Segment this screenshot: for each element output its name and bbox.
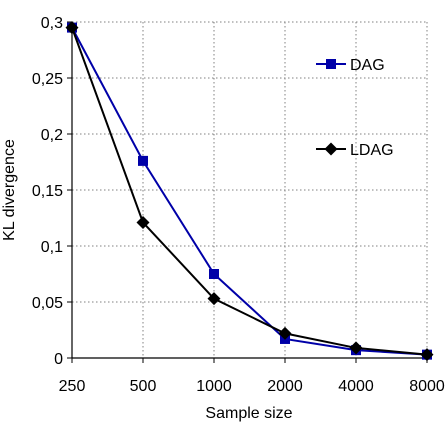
x-tick-label: 2000	[267, 378, 303, 395]
legend-entry-dag: DAG	[316, 57, 385, 74]
series-line-ldag	[71, 27, 428, 356]
x-axis-ticks: 250 500 1000 2000 4000 8000	[59, 358, 445, 395]
y-tick-label: 0	[54, 351, 63, 368]
legend-label: DAG	[350, 57, 385, 74]
data-point-ldag	[278, 326, 292, 340]
y-tick-label: 0,25	[32, 71, 63, 88]
x-tick-label: 8000	[409, 378, 445, 395]
y-tick-label: 0,15	[32, 183, 63, 200]
y-axis-title: KL divergence	[1, 139, 18, 241]
x-axis-title: Sample size	[205, 405, 292, 422]
legend-marker	[326, 59, 336, 69]
x-tick-label: 4000	[338, 378, 374, 395]
legend-label: LDAG	[350, 142, 394, 159]
data-point-ldag	[207, 292, 221, 306]
data-point-dag	[209, 269, 219, 279]
data-point-ldag	[420, 348, 434, 362]
y-axis-ticks: 0 0,05 0,1 0,15 0,2 0,25 0,3	[32, 15, 72, 368]
data-point-ldag	[136, 215, 150, 229]
x-tick-label: 500	[130, 378, 157, 395]
legend-entry-ldag: LDAG	[316, 142, 394, 159]
legend: DAG LDAG	[316, 57, 394, 159]
data-point-ldag	[65, 21, 79, 35]
y-tick-label: 0,1	[41, 239, 63, 256]
data-point-ldag	[349, 341, 363, 355]
y-tick-label: 0,05	[32, 295, 63, 312]
y-tick-label: 0,3	[41, 15, 63, 32]
legend-marker	[324, 142, 338, 156]
y-tick-label: 0,2	[41, 127, 63, 144]
x-tick-label: 250	[59, 378, 86, 395]
series-line-dag	[71, 27, 428, 356]
x-tick-label: 1000	[196, 378, 232, 395]
series-ldag	[65, 21, 434, 362]
data-point-dag	[138, 155, 148, 166]
series-layer	[65, 21, 434, 362]
